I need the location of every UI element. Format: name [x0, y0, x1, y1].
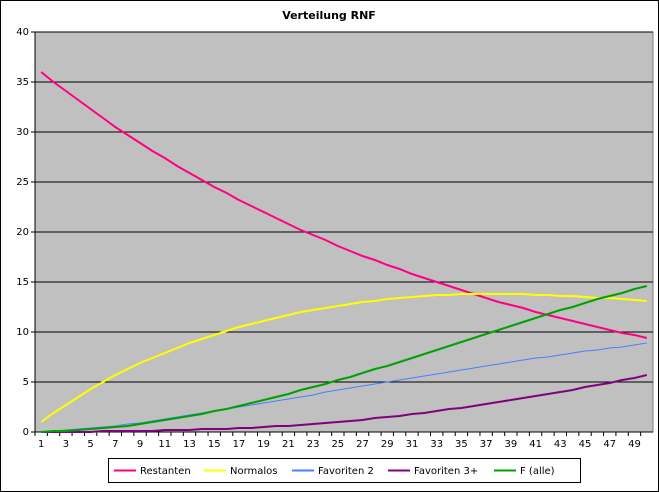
series-line — [41, 374, 648, 433]
chart-title: Verteilung RNF — [282, 9, 376, 22]
y-tick-label: 20 — [16, 227, 29, 238]
x-tick-label: 13 — [183, 439, 196, 450]
x-tick-label: 31 — [406, 439, 419, 450]
x-tick-label: 45 — [579, 439, 592, 450]
y-tick-label: 5 — [23, 377, 29, 388]
x-tick-label: 25 — [331, 439, 344, 450]
x-tick-label: 33 — [430, 439, 443, 450]
x-tick-label: 21 — [282, 439, 295, 450]
x-tick-label: 43 — [554, 439, 567, 450]
x-tick-label: 47 — [603, 439, 616, 450]
x-tick-label: 7 — [112, 439, 118, 450]
x-tick-label: 1 — [38, 439, 44, 450]
legend-label: Favoriten 2 — [318, 466, 374, 477]
x-tick-label: 35 — [455, 439, 468, 450]
series-line — [40, 293, 647, 423]
legend-label: Normalos — [230, 466, 278, 477]
y-tick-label: 25 — [16, 177, 29, 188]
x-tick-label: 41 — [529, 439, 542, 450]
legend-label: Restanten — [140, 466, 191, 477]
x-tick-label: 5 — [87, 439, 93, 450]
legend-label: Favoriten 3+ — [414, 466, 478, 477]
legend-label: F (alle) — [520, 466, 555, 477]
y-tick-label: 30 — [16, 127, 29, 138]
y-tick-label: 40 — [16, 27, 29, 38]
x-tick-label: 49 — [628, 439, 641, 450]
y-tick-label: 35 — [16, 77, 29, 88]
y-tick-label: 10 — [16, 327, 29, 338]
x-tick-label: 37 — [480, 439, 493, 450]
x-tick-label: 39 — [504, 439, 517, 450]
x-tick-label: 17 — [233, 439, 246, 450]
x-tick-label: 15 — [208, 439, 221, 450]
x-tick-label: 19 — [257, 439, 270, 450]
y-tick-label: 15 — [16, 277, 29, 288]
x-tick-label: 29 — [381, 439, 394, 450]
x-tick-label: 27 — [356, 439, 369, 450]
y-tick-label: 0 — [23, 427, 29, 438]
x-tick-label: 9 — [137, 439, 143, 450]
series-line — [41, 285, 648, 433]
x-tick-label: 11 — [158, 439, 171, 450]
x-tick-label: 23 — [307, 439, 320, 450]
x-tick-label: 3 — [63, 439, 69, 450]
